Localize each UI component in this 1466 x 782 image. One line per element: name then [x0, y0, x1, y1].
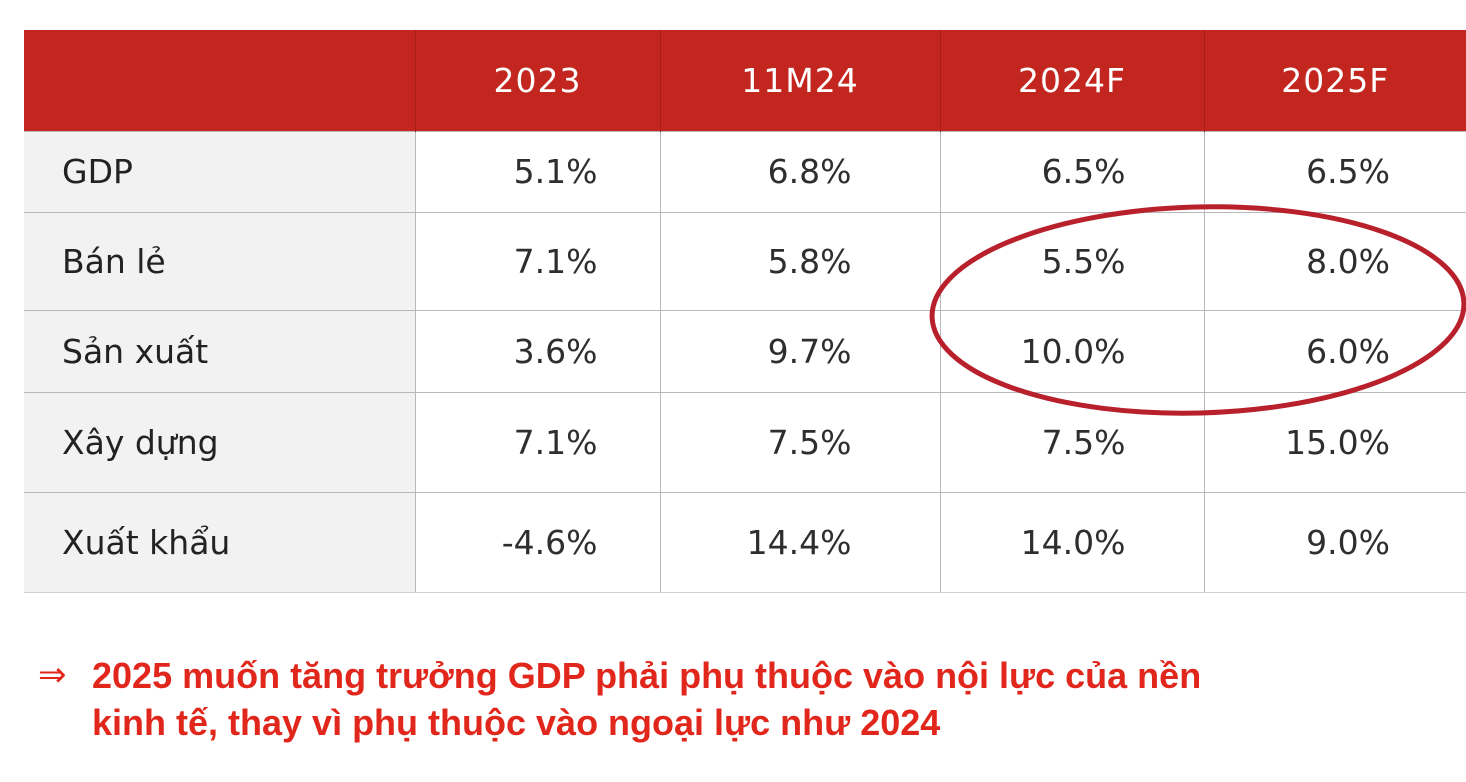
- header-cell-2023: 2023: [415, 30, 661, 131]
- header-cell-2025f: 2025F: [1204, 30, 1466, 131]
- data-table-container: 2023 11M24 2024F 2025F GDP 5.1% 6.8% 6.5…: [24, 30, 1466, 593]
- cell-export-2023: -4.6%: [414, 491, 661, 593]
- header-cell-11m24: 11M24: [660, 30, 941, 131]
- cell-manufacturing-2024f: 10.0%: [939, 309, 1205, 393]
- row-label-construction: Xây dựng: [24, 391, 416, 493]
- conclusion-note: ⇒ 2025 muốn tăng trưởng GDP phải phụ thu…: [38, 652, 1458, 746]
- cell-retail-11m24: 5.8%: [659, 211, 941, 311]
- cell-export-2025f: 9.0%: [1203, 491, 1466, 593]
- cell-gdp-2025f: 6.5%: [1203, 130, 1466, 213]
- conclusion-line-2: kinh tế, thay vì phụ thuộc vào ngoại lực…: [92, 702, 941, 743]
- cell-export-11m24: 14.4%: [659, 491, 941, 593]
- header-cell-2024f: 2024F: [940, 30, 1205, 131]
- header-row: 2023 11M24 2024F 2025F: [24, 30, 1466, 131]
- header-cell-empty: [24, 30, 416, 131]
- cell-gdp-2024f: 6.5%: [939, 130, 1205, 213]
- cell-gdp-2023: 5.1%: [414, 130, 661, 213]
- cell-export-2024f: 14.0%: [939, 491, 1205, 593]
- conclusion-line-1: 2025 muốn tăng trưởng GDP phải phụ thuộc…: [92, 655, 1202, 696]
- table-row-retail: Bán lẻ 7.1% 5.8% 5.5% 8.0%: [24, 211, 1466, 311]
- table-row-construction: Xây dựng 7.1% 7.5% 7.5% 15.0%: [24, 391, 1466, 493]
- table-row-gdp: GDP 5.1% 6.8% 6.5% 6.5%: [24, 130, 1466, 213]
- cell-construction-2024f: 7.5%: [939, 391, 1205, 493]
- data-table: 2023 11M24 2024F 2025F GDP 5.1% 6.8% 6.5…: [24, 30, 1466, 593]
- row-label-gdp: GDP: [24, 130, 416, 213]
- cell-construction-2025f: 15.0%: [1203, 391, 1466, 493]
- row-label-retail: Bán lẻ: [24, 211, 416, 311]
- cell-gdp-11m24: 6.8%: [659, 130, 941, 213]
- table-row-export: Xuất khẩu -4.6% 14.4% 14.0% 9.0%: [24, 491, 1466, 593]
- cell-retail-2023: 7.1%: [414, 211, 661, 311]
- row-label-export: Xuất khẩu: [24, 491, 416, 593]
- implies-arrow-icon: ⇒: [38, 655, 67, 695]
- cell-construction-2023: 7.1%: [414, 391, 661, 493]
- cell-manufacturing-2025f: 6.0%: [1203, 309, 1466, 393]
- cell-manufacturing-2023: 3.6%: [414, 309, 661, 393]
- cell-construction-11m24: 7.5%: [659, 391, 941, 493]
- cell-manufacturing-11m24: 9.7%: [659, 309, 941, 393]
- cell-retail-2025f: 8.0%: [1203, 211, 1466, 311]
- table-row-manufacturing: Sản xuất 3.6% 9.7% 10.0% 6.0%: [24, 309, 1466, 393]
- cell-retail-2024f: 5.5%: [939, 211, 1205, 311]
- row-label-manufacturing: Sản xuất: [24, 309, 416, 393]
